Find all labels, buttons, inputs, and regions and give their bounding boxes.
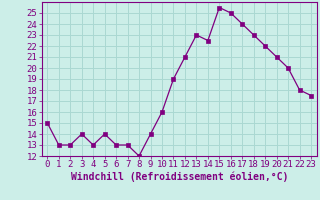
X-axis label: Windchill (Refroidissement éolien,°C): Windchill (Refroidissement éolien,°C) <box>70 172 288 182</box>
